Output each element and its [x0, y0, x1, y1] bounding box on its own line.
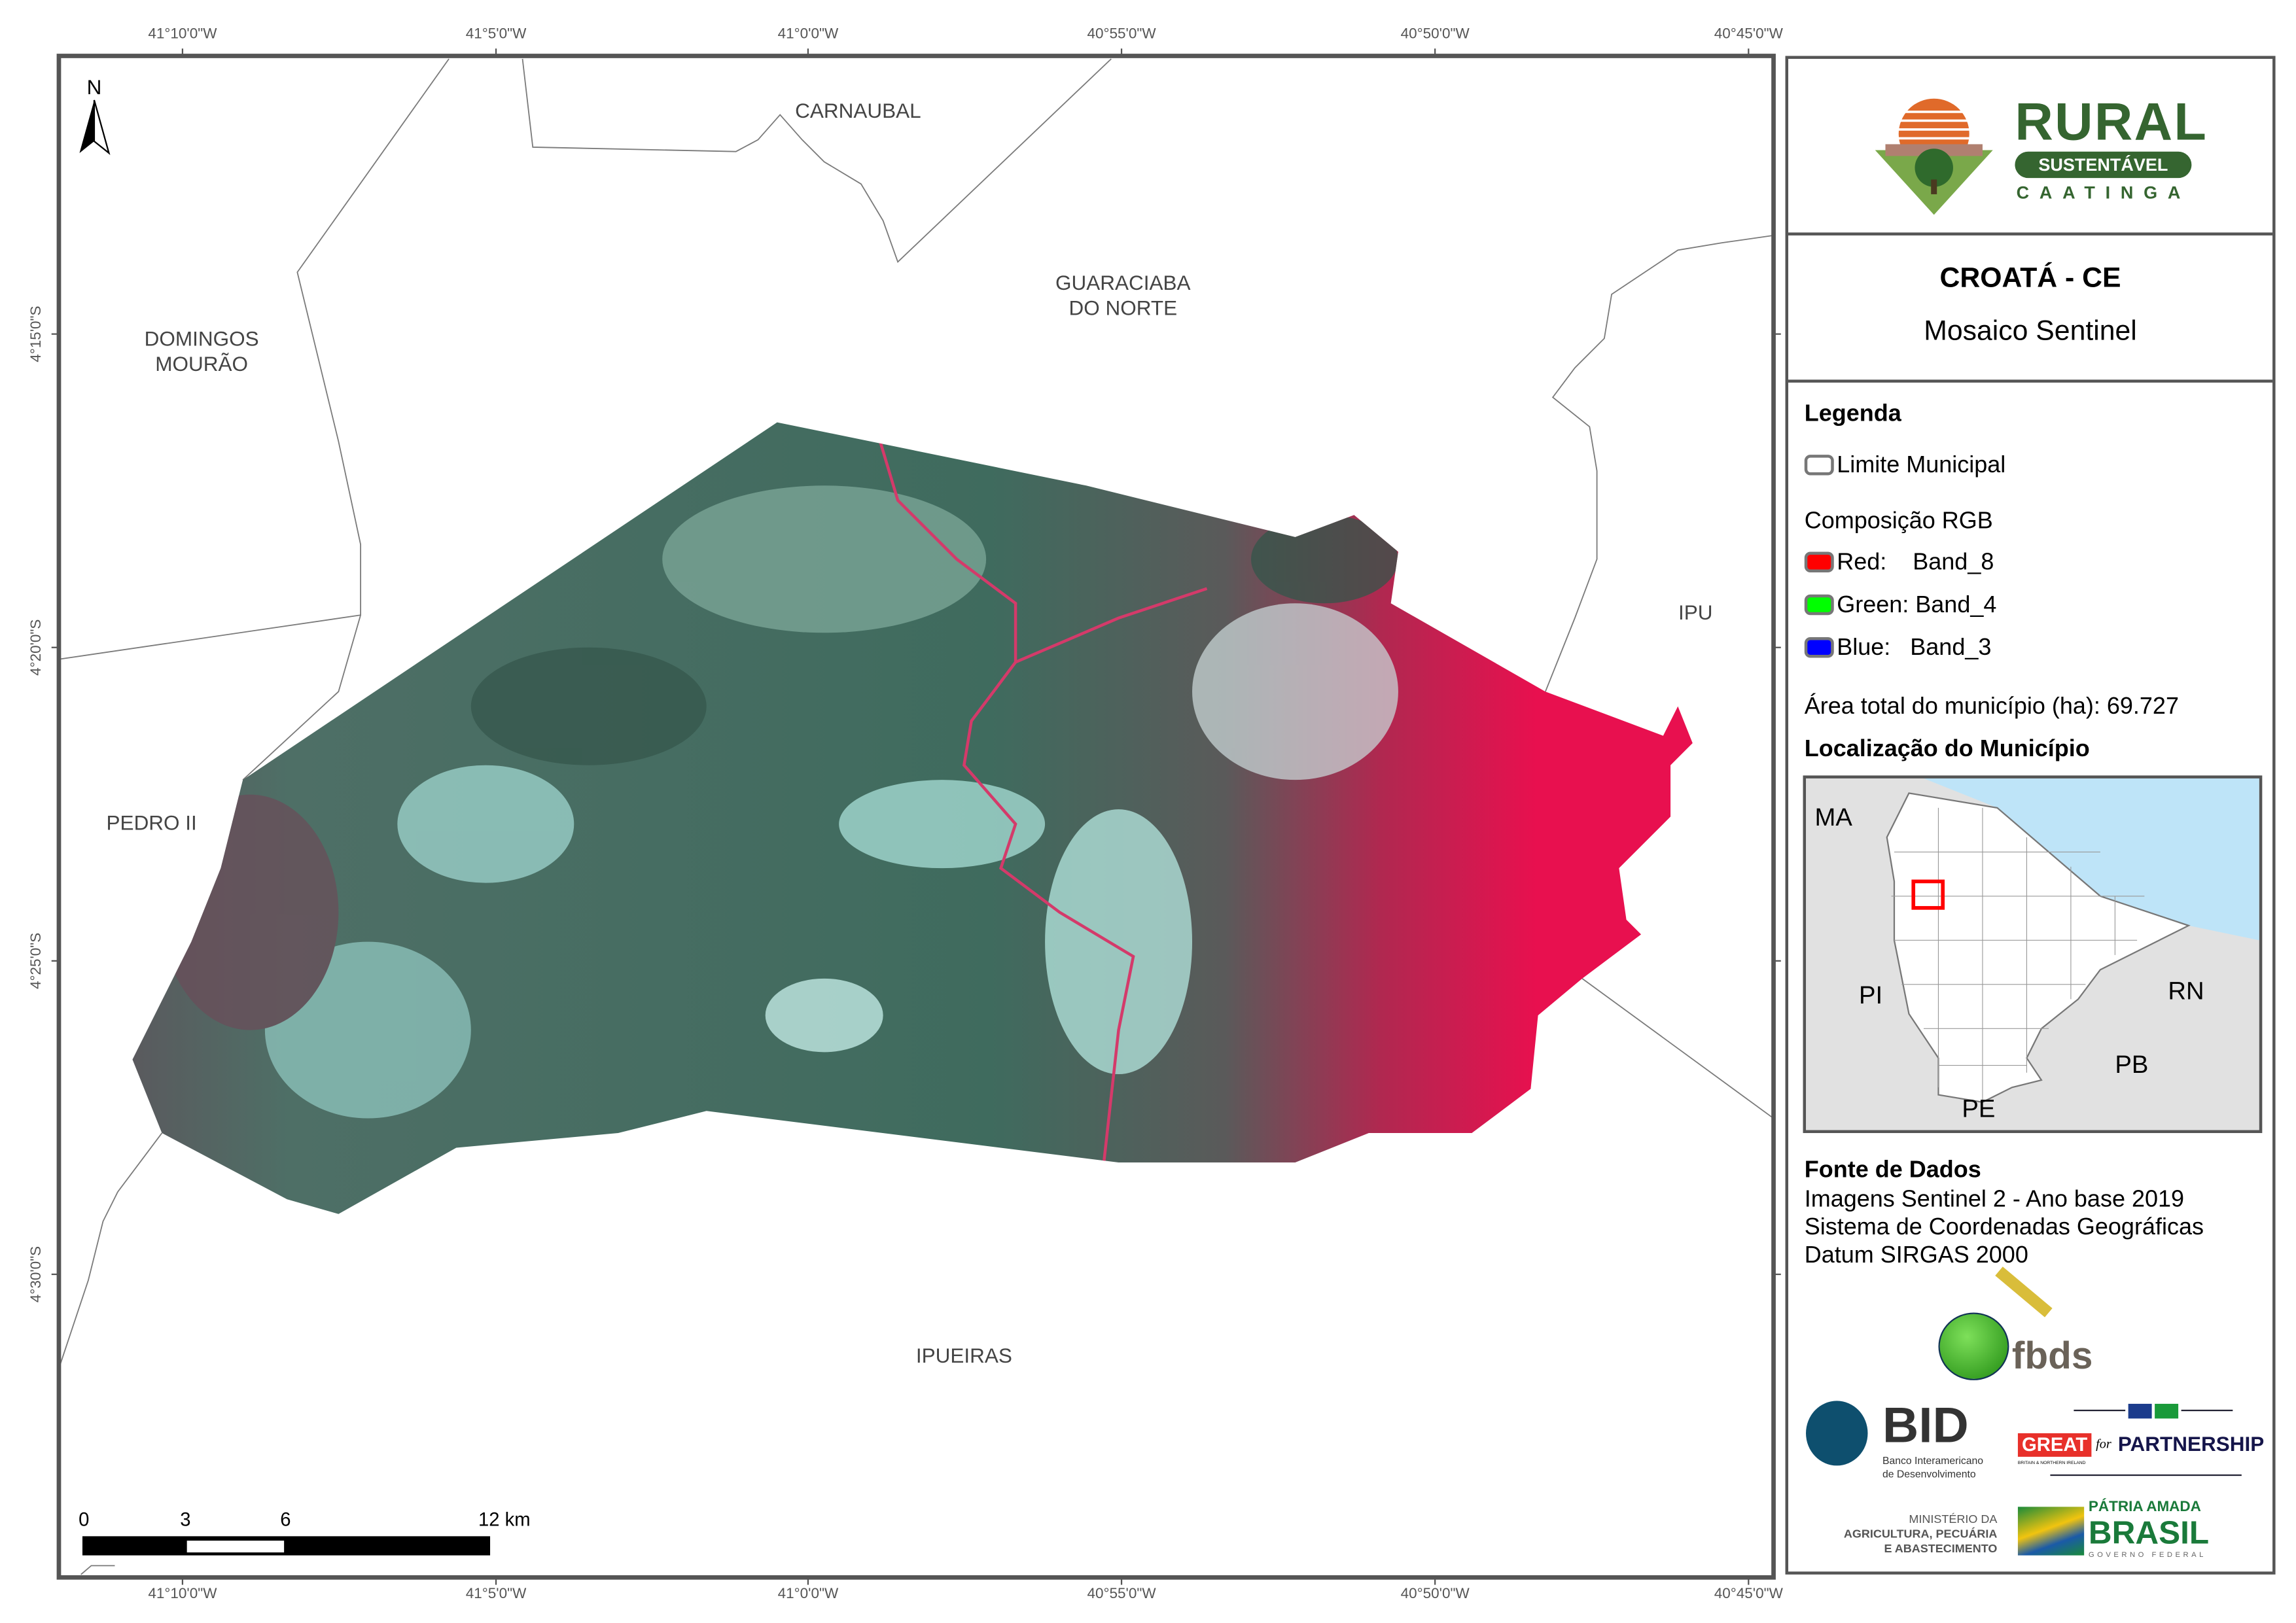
- source-line: Datum SIRGAS 2000: [1804, 1243, 2028, 1268]
- green-swatch: [1804, 594, 1834, 616]
- area-text: Área total do município (ha): 69.727: [1804, 694, 2179, 720]
- map-subtitle: Mosaico Sentinel: [1924, 316, 2137, 347]
- scale-bar: 0 3 6 12 km: [79, 1510, 531, 1556]
- graticule-label: 41°0'0"W: [777, 26, 839, 43]
- sentinel-mosaic: [132, 422, 1693, 1214]
- place-label-pedro-ii: PEDRO II: [106, 811, 197, 835]
- graticule-label: 40°50'0"W: [1400, 1586, 1470, 1603]
- graticule-label: 40°45'0"W: [1714, 1586, 1783, 1603]
- graticule-label: 40°55'0"W: [1087, 26, 1156, 43]
- scale-label: 6: [280, 1510, 291, 1531]
- scale-label: 12 km: [478, 1510, 531, 1531]
- blue-swatch: [1804, 637, 1834, 658]
- municipality-highlight: [1911, 879, 1945, 910]
- legend-item-green: Green: Band_4: [1804, 591, 1997, 620]
- limit-swatch: [1804, 455, 1834, 476]
- state-label: MA: [1815, 803, 1853, 831]
- municipal-boundaries: [58, 58, 1775, 1575]
- place-label-guaraciaba: DO NORTE: [1069, 296, 1178, 320]
- scale-label: 0: [79, 1510, 89, 1531]
- state-label: PI: [1859, 981, 1882, 1009]
- graticule-label: 41°5'0"W: [465, 26, 527, 43]
- north-label: N: [87, 75, 102, 99]
- place-label-ipueiras: IPUEIRAS: [915, 1343, 1012, 1367]
- state-label: PE: [1962, 1094, 1995, 1123]
- red-swatch: [1804, 551, 1834, 573]
- place-label-ipu: IPU: [1678, 600, 1713, 624]
- place-label-guaraciaba: GUARACIABA: [1055, 270, 1191, 294]
- location-heading: Localização do Município: [1804, 737, 2090, 763]
- legend-item-limite: Limite Municipal: [1804, 452, 2006, 480]
- legend-label: Green: Band_4: [1837, 593, 1997, 618]
- logo-word-sustentavel: SUSTENTÁVEL: [2015, 151, 2192, 179]
- north-arrow-icon: [79, 99, 111, 155]
- ocean: [1923, 778, 2259, 941]
- map-frame: [56, 54, 1776, 1580]
- source-line: Imagens Sentinel 2 - Ano base 2019: [1804, 1187, 2185, 1213]
- graticule-label: 41°10'0"W: [148, 26, 217, 43]
- logo-word-caatinga: CAATINGA: [2016, 182, 2191, 203]
- river: [878, 441, 1208, 1163]
- place-label-carnaubal: CARNAUBAL: [795, 98, 921, 122]
- graticule-label: 40°50'0"W: [1400, 26, 1470, 43]
- legend-heading: Legenda: [1804, 402, 1901, 427]
- graticule-label: 41°10'0"W: [148, 1586, 217, 1603]
- legend-label: Limite Municipal: [1837, 453, 2006, 479]
- sources-heading: Fonte de Dados: [1804, 1158, 1981, 1183]
- divider: [1788, 232, 2273, 236]
- graticule-label: 40°55'0"W: [1087, 1586, 1156, 1603]
- rgb-heading: Composição RGB: [1804, 509, 1993, 534]
- legend-item-blue: Blue: Band_3: [1804, 634, 1992, 662]
- governo-federal-logo: PÁTRIA AMADA BRASIL GOVERNO FEDERAL: [2017, 1499, 2224, 1563]
- map-canvas[interactable]: N 0 3 6 12 km: [0, 0, 1784, 1623]
- great-partnership-logo: GREAT BRITAIN & NORTHERN IRELAND for PAR…: [2015, 1401, 2265, 1482]
- map-title: CROATÁ - CE: [1939, 263, 2121, 294]
- logo-word-rural: RURAL: [2015, 91, 2208, 152]
- graticule-label: 40°45'0"W: [1714, 26, 1783, 43]
- bid-logo: BID Banco Interamericano de Desenvolvime…: [1806, 1398, 2012, 1486]
- scale-label: 3: [180, 1510, 190, 1531]
- state-label: PB: [2115, 1051, 2148, 1079]
- legend-label: Red: Band_8: [1837, 550, 1994, 576]
- legend-item-red: Red: Band_8: [1804, 549, 1994, 577]
- rural-sustentavel-logo: [1867, 97, 2000, 217]
- place-label-domingos-mourao: DOMINGOS: [144, 326, 259, 351]
- graticule-label: 41°5'0"W: [465, 1586, 527, 1603]
- graticule-label: 41°0'0"W: [777, 1586, 839, 1603]
- fbds-logo: fbds: [1935, 1266, 2112, 1383]
- source-line: Sistema de Coordenadas Geográficas: [1804, 1215, 2204, 1241]
- ministerio-logo: MINISTÉRIO DA AGRICULTURA, PECUÁRIA E AB…: [1843, 1512, 1998, 1556]
- place-label-domingos-mourao: MOURÃO: [155, 351, 249, 375]
- legend-label: Blue: Band_3: [1837, 635, 1992, 661]
- location-inset-map[interactable]: MA PI RN PB PE: [1803, 775, 2263, 1134]
- legend-panel: RURAL SUSTENTÁVEL CAATINGA CROATÁ - CE M…: [1785, 56, 2276, 1575]
- state-label: RN: [2168, 977, 2204, 1005]
- divider: [1788, 379, 2273, 383]
